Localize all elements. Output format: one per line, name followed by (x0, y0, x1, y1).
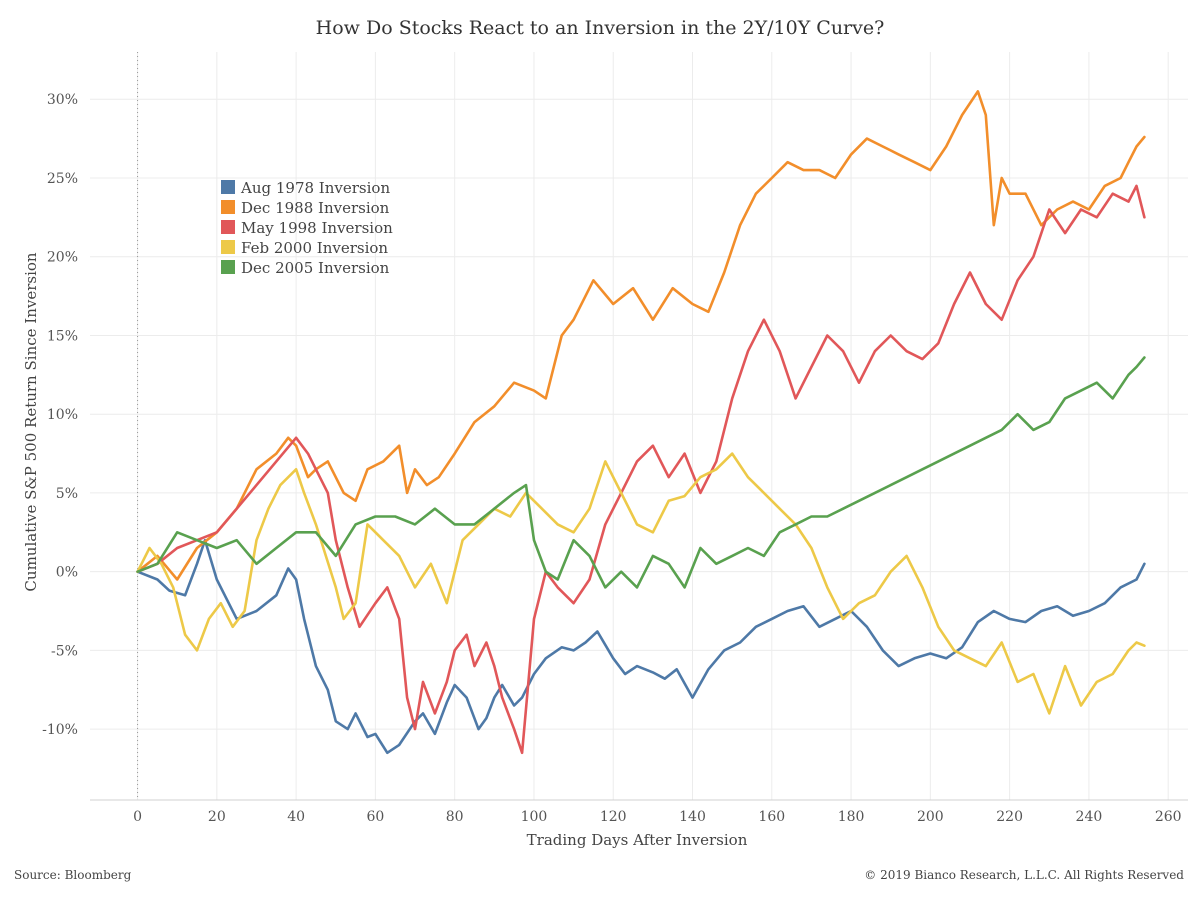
legend: Aug 1978 Inversion Dec 1988 Inversion May … (221, 179, 393, 277)
x-tick-label: 200 (917, 809, 944, 825)
series-line-2 (136, 184, 1146, 755)
legend-label: Dec 1988 Inversion (241, 199, 390, 217)
x-tick-label: 0 (133, 809, 142, 825)
legend-swatch (221, 220, 235, 234)
x-tick-label: 40 (287, 809, 305, 825)
legend-swatch (221, 260, 235, 274)
x-axis-ticks: 0 20 40 60 80 100 120 140 160 180 200 220 240 260 (133, 809, 1181, 825)
y-tick-label: 20% (47, 250, 78, 266)
y-tick-label: 10% (47, 407, 78, 423)
series-line-3 (136, 452, 1146, 715)
legend-swatch (221, 240, 235, 254)
x-axis-title: Trading Days After Inversion (527, 831, 748, 849)
y-tick-label: -10% (42, 722, 78, 738)
legend-label: Aug 1978 Inversion (240, 179, 390, 197)
series-line-4 (136, 356, 1146, 589)
legend-label: Feb 2000 Inversion (241, 239, 388, 257)
x-tick-label: 120 (600, 809, 627, 825)
y-tick-label: 25% (47, 171, 78, 187)
legend-swatch (221, 180, 235, 194)
y-axis-title: Cumulative S&P 500 Return Since Inversio… (22, 252, 40, 591)
legend-swatch (221, 200, 235, 214)
x-tick-label: 180 (838, 809, 865, 825)
x-tick-label: 140 (679, 809, 706, 825)
series-line-1 (136, 90, 1146, 581)
x-tick-label: 100 (521, 809, 548, 825)
x-tick-label: 260 (1155, 809, 1182, 825)
x-tick-label: 60 (366, 809, 384, 825)
legend-label: Dec 2005 Inversion (241, 259, 390, 277)
y-tick-label: 15% (47, 328, 78, 344)
copyright-note: © 2019 Bianco Research, L.L.C. All Right… (864, 868, 1184, 882)
source-note: Source: Bloomberg (14, 868, 132, 882)
y-tick-label: 5% (56, 486, 78, 502)
x-tick-label: 20 (208, 809, 226, 825)
x-tick-label: 80 (446, 809, 464, 825)
y-tick-label: 30% (47, 92, 78, 108)
series-line-0 (136, 538, 1146, 755)
y-axis-ticks: -10% -5% 0% 5% 10% 15% 20% 25% 30% (42, 92, 78, 738)
x-tick-label: 160 (758, 809, 785, 825)
chart-title: How Do Stocks React to an Inversion in t… (315, 17, 885, 39)
x-tick-label: 240 (1076, 809, 1103, 825)
series-lines (136, 90, 1146, 755)
x-tick-label: 220 (996, 809, 1023, 825)
y-tick-label: 0% (56, 565, 78, 581)
gridlines (90, 52, 1188, 801)
legend-label: May 1998 Inversion (241, 219, 393, 237)
y-tick-label: -5% (51, 643, 78, 659)
